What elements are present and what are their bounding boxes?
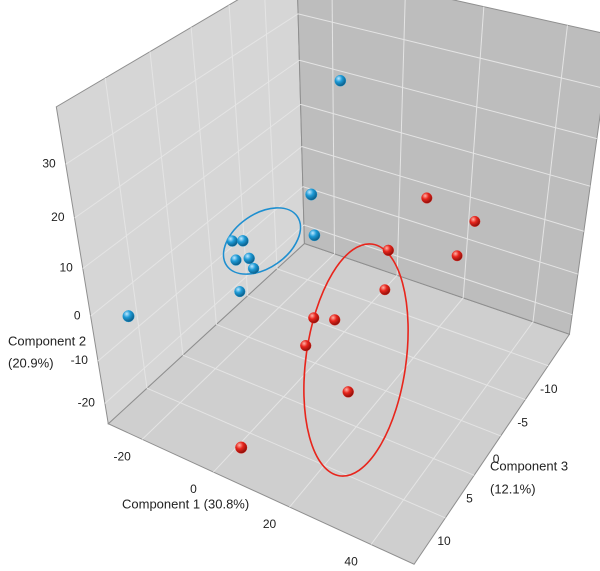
grid-line: [303, 224, 573, 316]
data-point: [300, 340, 312, 352]
data-point: [308, 229, 321, 242]
grid-line: [90, 146, 303, 317]
data-point: [237, 235, 249, 247]
z-tick-label: 0: [493, 452, 500, 466]
x-tick-label: 20: [263, 517, 277, 531]
grid-line: [396, 0, 406, 276]
grid-line: [182, 354, 475, 476]
grid-line: [216, 323, 501, 437]
grid-line: [297, 13, 600, 88]
data-point: [226, 235, 238, 247]
grid-line: [146, 387, 446, 519]
grid-line: [370, 321, 534, 545]
data-point: [234, 286, 246, 298]
z-tick-label: 5: [466, 491, 473, 505]
z-tick-label: 10: [437, 534, 451, 548]
grid-line: [97, 186, 304, 362]
group-ellipse: [303, 243, 409, 477]
grid-line: [149, 51, 184, 356]
y-tick-label: 20: [51, 210, 65, 224]
y-tick-label: 30: [42, 156, 56, 170]
grid-line: [104, 224, 305, 404]
grid-line: [300, 103, 591, 187]
z-tick-label: -10: [540, 382, 558, 396]
data-point: [230, 254, 242, 266]
y-axis-title: Component 2: [8, 333, 86, 348]
tick-labels: -20 -10 0 10 20 30 -20 0 20 40 -10 -5 0 5 10: [42, 156, 557, 568]
data-point: [382, 244, 394, 256]
z-axis-title: (12.1%): [490, 481, 536, 496]
grid-line: [74, 59, 300, 219]
x-tick-label: 40: [344, 555, 358, 569]
grid-line: [104, 77, 148, 389]
y-tick-label: -20: [78, 396, 96, 410]
group-ellipse: [222, 207, 302, 275]
grid-line: [301, 145, 585, 232]
data-point: [421, 192, 433, 204]
y-tick-label: 10: [59, 261, 73, 275]
x-axis-title: Component 1 (30.8%): [122, 496, 249, 511]
left-wall: [55, 0, 305, 425]
points: [122, 74, 481, 454]
data-point: [334, 74, 347, 87]
grid-line: [82, 103, 301, 269]
data-point: [305, 188, 318, 201]
grid-line: [213, 274, 398, 473]
grid-line: [276, 268, 549, 367]
walls: [55, 0, 600, 565]
y-axis-title: (20.9%): [8, 355, 54, 370]
y-tick-label: -10: [71, 353, 89, 367]
data-point: [451, 250, 463, 262]
data-point: [329, 314, 341, 326]
x-tick-label: 0: [190, 482, 197, 496]
data-point: [122, 310, 135, 323]
data-point: [379, 284, 391, 296]
data-point: [469, 215, 481, 227]
grid-line: [264, 0, 278, 269]
data-point: [247, 262, 260, 275]
grid: [65, 0, 600, 545]
grid-line: [228, 4, 249, 296]
grid-line: [331, 0, 336, 254]
grid-line: [247, 295, 526, 401]
back-wall: [297, 0, 600, 335]
grid-line: [289, 297, 464, 508]
grid-line: [532, 25, 568, 322]
grid-line: [190, 27, 217, 325]
grid-line: [302, 186, 579, 275]
data-point: [235, 441, 248, 454]
grid-line: [462, 6, 485, 298]
z-axis-title: Component 3: [490, 458, 568, 473]
y-tick-label: 0: [74, 308, 81, 322]
grid-line: [141, 253, 335, 440]
grid-line: [299, 59, 598, 140]
z-tick-label: -5: [517, 416, 528, 430]
data-point: [243, 252, 255, 265]
data-point: [308, 312, 320, 324]
data-point: [342, 386, 354, 398]
x-tick-label: -20: [114, 450, 132, 464]
grid-line: [65, 13, 299, 165]
